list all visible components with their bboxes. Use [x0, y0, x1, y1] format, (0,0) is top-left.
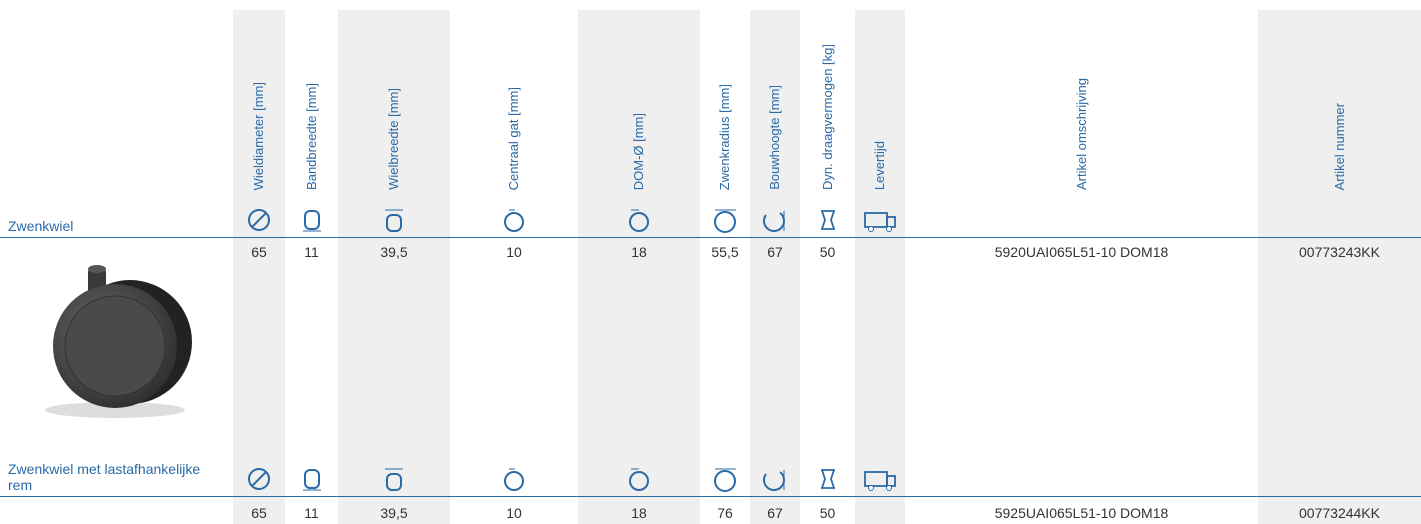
column-shade [750, 10, 800, 524]
cell-value: 5925UAI065L51-10 DOM18 [994, 505, 1169, 521]
column-header: Bouwhoogte [mm] [767, 85, 782, 190]
column-shade [1258, 10, 1421, 524]
column-header: Wieldiameter [mm] [251, 81, 266, 190]
spec-icon [815, 466, 841, 499]
cell-value: 67 [767, 505, 783, 521]
cell-value: 55,5 [711, 244, 739, 260]
column-shade [855, 10, 905, 524]
spec-icon [863, 466, 897, 499]
cell-value: 10 [506, 244, 522, 260]
cell-value: 50 [819, 505, 836, 521]
column-header: Zwenkradius [mm] [717, 83, 732, 190]
column-header: DOM-Ø [mm] [631, 112, 646, 190]
cell-value: 76 [717, 505, 733, 521]
spec-icon [762, 207, 788, 240]
spec-icon [712, 466, 738, 499]
cell-value: 39,5 [380, 505, 408, 521]
column-shade [338, 10, 450, 524]
cell-value: 67 [767, 244, 783, 260]
row-name: Zwenkwiel [8, 218, 74, 234]
spec-icon [246, 207, 272, 240]
cell-value: 50 [819, 244, 836, 260]
column-header: Bandbreedte [mm] [303, 83, 319, 190]
spec-icon [501, 207, 527, 240]
spec-icon [501, 466, 527, 499]
product-image [45, 265, 192, 418]
column-header: Artikel nummer [1331, 102, 1347, 190]
cell-value: 65 [251, 244, 267, 260]
spec-icon [299, 466, 325, 499]
row-name: Zwenkwiel met lastafhankelijke rem [8, 461, 201, 493]
column-shade [233, 10, 285, 524]
column-header: Centraal gat [mm] [506, 86, 521, 190]
column-header: Dyn. draagvermogen [kg] [819, 44, 835, 190]
spec-icon [381, 207, 407, 240]
spec-icon [299, 207, 325, 240]
column-header: Levertijd [872, 140, 887, 190]
cell-value: 39,5 [380, 244, 408, 260]
row-divider [0, 496, 1421, 497]
cell-value: 18 [631, 505, 647, 521]
cell-value: 00773244KK [1299, 505, 1380, 521]
cell-value: 10 [506, 505, 522, 521]
cell-value: 00773243KK [1299, 244, 1380, 260]
row-divider [0, 237, 1421, 238]
spec-icon [815, 207, 841, 240]
spec-icon [626, 466, 652, 499]
column-header: Wielbreedte [mm] [386, 88, 401, 190]
spec-icon [863, 207, 897, 240]
spec-icon [762, 466, 788, 499]
cell-value: 11 [304, 244, 319, 260]
cell-value: 65 [251, 505, 267, 521]
spec-icon [381, 466, 407, 499]
column-header: Artikel omschrijving [1073, 78, 1089, 190]
spec-icon [626, 207, 652, 240]
spec-icon [246, 466, 272, 499]
cell-value: 18 [631, 244, 647, 260]
cell-value: 11 [304, 505, 319, 521]
column-shade [578, 10, 700, 524]
cell-value: 5920UAI065L51-10 DOM18 [994, 244, 1169, 260]
spec-icon [712, 207, 738, 240]
